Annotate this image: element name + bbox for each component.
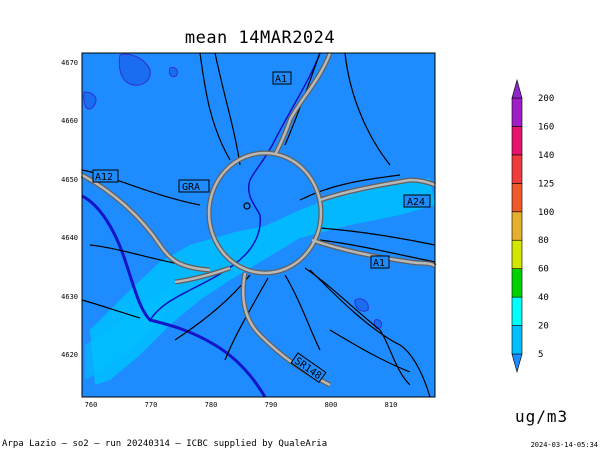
city-center-marker	[243, 202, 251, 210]
x-tick-label: 800	[325, 401, 338, 409]
y-tick-label: 4660	[61, 117, 78, 125]
x-tick-label: 760	[85, 401, 98, 409]
footer-credits: Arpa Lazio — so2 — run 20240314 — ICBC s…	[2, 439, 328, 449]
legend-level-label: 60	[538, 265, 549, 275]
legend-color-swatch	[511, 325, 523, 355]
plume-zone	[85, 285, 175, 380]
y-axis: 4670 4660 4650 4640 4630 4620	[61, 59, 78, 359]
legend-level-label: 100	[538, 208, 554, 218]
legend-color-swatch	[511, 268, 523, 298]
legend-overflow-arrow	[511, 78, 523, 99]
legend-level-label: 20	[538, 322, 549, 332]
map-title: mean 14MAR2024	[184, 28, 336, 48]
x-tick-label: 790	[265, 401, 278, 409]
legend-level-label: 80	[538, 236, 549, 246]
legend-level-label: 160	[538, 122, 554, 132]
color-legend: 5 20 40 60 80 100 125 140 160 200	[511, 78, 554, 374]
lake	[83, 91, 97, 110]
legend-level-label: 40	[538, 293, 549, 303]
map-plot: A1 A12 GRA A24 A1 SR148	[80, 52, 437, 398]
map-frame	[81, 52, 436, 398]
x-tick-label: 810	[385, 401, 398, 409]
x-axis: 760 770 780 790 800 810	[85, 401, 398, 409]
x-tick-label: 780	[205, 401, 218, 409]
y-tick-label: 4630	[61, 293, 78, 301]
legend-underflow-arrow	[511, 353, 523, 374]
legend-color-swatch	[511, 296, 523, 326]
footer-timestamp: 2024-03-14-05:34	[530, 441, 598, 449]
road-label-gra: GRA	[182, 182, 200, 193]
y-tick-label: 4670	[61, 59, 78, 67]
plume-zone	[90, 178, 435, 385]
legend-color-swatch	[511, 183, 523, 213]
unit-label: ug/m3	[515, 407, 569, 426]
legend-color-swatch	[511, 97, 523, 127]
river	[149, 52, 321, 321]
lake	[354, 298, 369, 312]
legend-level-label: 125	[538, 179, 554, 189]
legend-level-label: 140	[538, 151, 554, 161]
lake	[118, 53, 151, 86]
legend-color-swatch	[511, 154, 523, 184]
y-tick-label: 4650	[61, 176, 78, 184]
legend-color-swatch	[511, 211, 523, 241]
road-label-a24: A24	[407, 197, 425, 208]
y-tick-label: 4620	[61, 351, 78, 359]
x-tick-label: 770	[145, 401, 158, 409]
lake	[373, 319, 383, 329]
y-tick-label: 4640	[61, 234, 78, 242]
lake	[168, 67, 179, 77]
legend-color-swatch	[511, 239, 523, 269]
road-label-a1-south: A1	[373, 258, 385, 269]
legend-level-label: 200	[538, 94, 554, 104]
legend-level-label: 5	[538, 350, 543, 360]
legend-color-swatch	[511, 126, 523, 156]
road-label-a1-north: A1	[275, 74, 287, 85]
road-label-a12: A12	[95, 172, 113, 183]
